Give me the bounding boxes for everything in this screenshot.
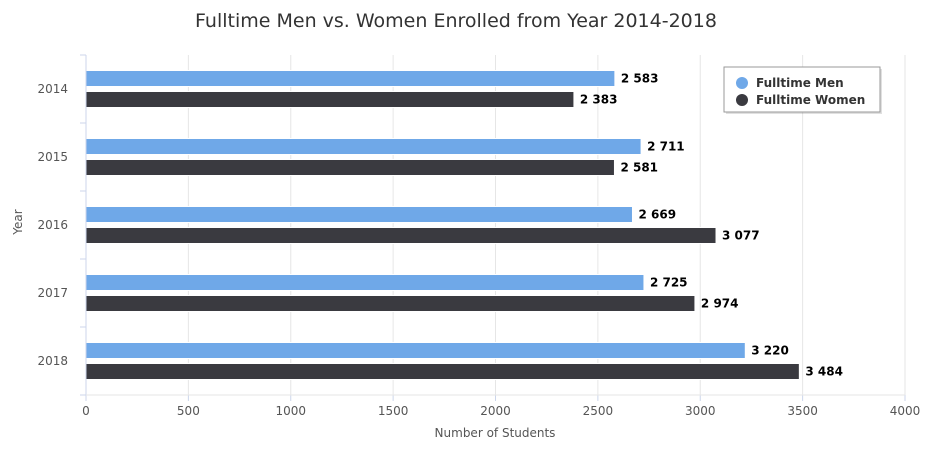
- data-label-women-2014: 2 383: [580, 93, 618, 107]
- x-tick-label: 2500: [583, 404, 614, 418]
- axes: 0 500 1000 1500 2000 2500 3000 3500 4000 2014 2015…: [37, 54, 921, 418]
- x-tick-label: 3500: [787, 404, 818, 418]
- legend-marker-women: [736, 94, 748, 106]
- legend-label-men[interactable]: Fulltime Men: [756, 76, 844, 90]
- x-tick-label: 1500: [378, 404, 409, 418]
- y-tick-label: 2018: [37, 354, 68, 368]
- y-tick-label: 2015: [37, 150, 68, 164]
- bar-women-2015[interactable]: [85, 159, 615, 176]
- bar-men-2018[interactable]: [85, 342, 746, 359]
- legend[interactable]: Fulltime Men Fulltime Women: [723, 66, 882, 114]
- data-label-women-2017: 2 974: [701, 297, 739, 311]
- y-tick-label: 2014: [37, 82, 68, 96]
- bar-men-2014[interactable]: [85, 70, 616, 87]
- data-label-men-2017: 2 725: [650, 276, 688, 290]
- bar-women-2016[interactable]: [85, 227, 717, 244]
- bar-men-2016[interactable]: [85, 206, 633, 223]
- chart-title: Fulltime Men vs. Women Enrolled from Yea…: [195, 10, 717, 32]
- data-label-women-2015: 2 581: [620, 161, 658, 175]
- data-label-women-2018: 3 484: [805, 365, 843, 379]
- data-label-women-2016: 3 077: [722, 229, 760, 243]
- y-tick-label: 2017: [37, 286, 68, 300]
- data-label-men-2016: 2 669: [638, 208, 676, 222]
- y-tick-label: 2016: [37, 218, 68, 232]
- bar-women-2014[interactable]: [85, 91, 575, 108]
- x-tick-label: 3000: [685, 404, 716, 418]
- bar-women-2018[interactable]: [85, 363, 800, 380]
- x-tick-label: 1000: [275, 404, 306, 418]
- x-tick-label: 0: [82, 404, 90, 418]
- x-tick-label: 4000: [890, 404, 921, 418]
- bars: [85, 70, 800, 380]
- x-axis-title: Number of Students: [435, 426, 556, 440]
- data-label-men-2018: 3 220: [751, 344, 789, 358]
- legend-marker-men: [736, 77, 748, 89]
- x-tick-label: 2000: [480, 404, 511, 418]
- bar-men-2015[interactable]: [85, 138, 642, 155]
- data-label-men-2015: 2 711: [647, 140, 685, 154]
- y-axis-title: Year: [11, 209, 25, 235]
- x-tick-label: 500: [177, 404, 200, 418]
- bar-women-2017[interactable]: [85, 295, 696, 312]
- data-label-men-2014: 2 583: [621, 72, 659, 86]
- legend-box: [723, 66, 881, 113]
- bar-men-2017[interactable]: [85, 274, 645, 291]
- legend-label-women[interactable]: Fulltime Women: [756, 93, 865, 107]
